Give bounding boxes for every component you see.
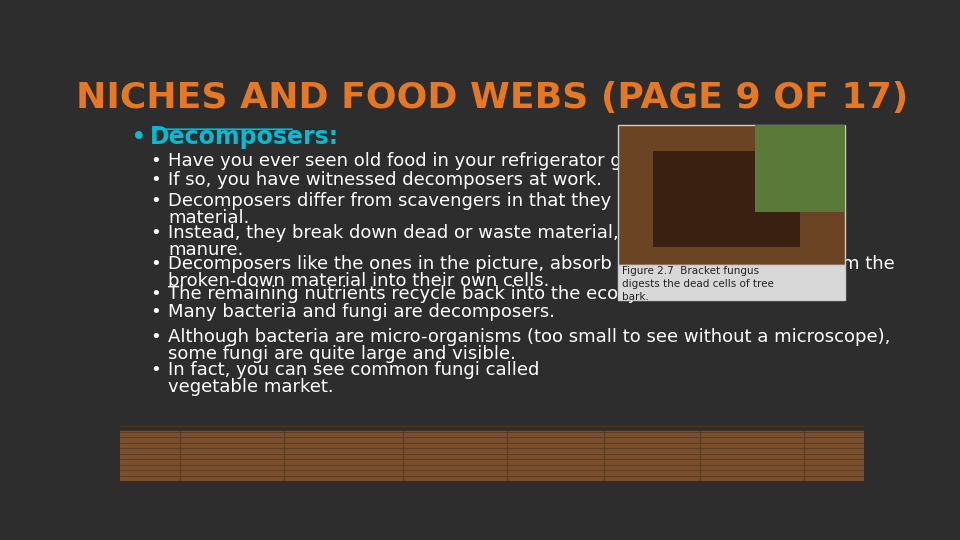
- Text: •: •: [150, 302, 160, 321]
- Text: Decomposers:: Decomposers:: [150, 125, 339, 149]
- Text: •: •: [150, 192, 160, 210]
- Text: •: •: [150, 152, 160, 170]
- Text: •: •: [150, 255, 160, 273]
- Text: vegetable market.: vegetable market.: [168, 379, 334, 396]
- Bar: [618, 265, 846, 300]
- Text: •: •: [132, 125, 147, 151]
- Text: If so, you have witnessed decomposers at work.: If so, you have witnessed decomposers at…: [168, 171, 602, 189]
- Text: Instead, they break down dead or waste material, such as rotting wood or: Instead, they break down dead or waste m…: [168, 224, 837, 241]
- Text: •: •: [150, 171, 160, 189]
- Text: broken-down material into their own cells.: broken-down material into their own cell…: [168, 272, 550, 291]
- Text: •: •: [150, 224, 160, 241]
- Text: material.: material.: [168, 209, 250, 227]
- Text: Figure 2.7  Bracket fungus
digests the dead cells of tree
bark.: Figure 2.7 Bracket fungus digests the de…: [622, 266, 774, 302]
- Text: •: •: [150, 285, 160, 303]
- Bar: [120, 431, 864, 481]
- Text: Although bacteria are micro-organisms (too small to see without a microscope),: Although bacteria are micro-organisms (t…: [168, 328, 891, 346]
- Text: Decomposers differ from scavengers in that they do not actually eat dead: Decomposers differ from scavengers in th…: [168, 192, 838, 210]
- Text: •: •: [150, 328, 160, 346]
- Bar: [618, 125, 846, 265]
- Text: manure.: manure.: [168, 241, 244, 259]
- Text: Many bacteria and fungi are decomposers.: Many bacteria and fungi are decomposers.: [168, 302, 555, 321]
- Text: The remaining nutrients recycle back into the ecosystem.: The remaining nutrients recycle back int…: [168, 285, 689, 303]
- Text: Have you ever seen old food in your refrigerator go mouldy?: Have you ever seen old food in your refr…: [168, 152, 715, 170]
- Text: In fact, you can see common fungi called: In fact, you can see common fungi called: [168, 361, 545, 379]
- Bar: [653, 151, 800, 247]
- Text: Decomposers like the ones in the picture, absorb some of the nutrients from the: Decomposers like the ones in the picture…: [168, 255, 895, 273]
- Text: NICHES AND FOOD WEBS (PAGE 9 OF 17): NICHES AND FOOD WEBS (PAGE 9 OF 17): [76, 82, 908, 116]
- Text: •: •: [150, 361, 160, 379]
- Bar: [755, 125, 846, 212]
- Text: some fungi are quite large and visible.: some fungi are quite large and visible.: [168, 345, 516, 363]
